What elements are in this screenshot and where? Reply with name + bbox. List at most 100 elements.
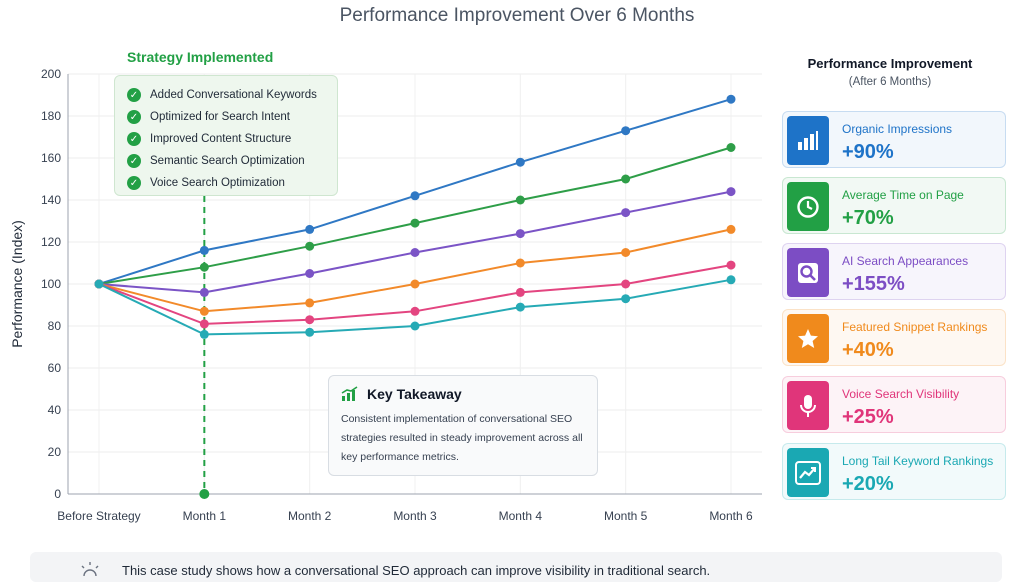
- data-point: [94, 279, 104, 289]
- data-point: [305, 241, 315, 251]
- data-point: [410, 279, 420, 289]
- data-point: [199, 287, 209, 297]
- data-point: [410, 306, 420, 316]
- metric-card: Long Tail Keyword Rankings +20%: [782, 443, 1006, 500]
- data-point: [726, 187, 736, 197]
- microphone-icon: [787, 381, 829, 430]
- y-tick-label: 100: [41, 277, 61, 291]
- strategy-marker-point: [199, 489, 210, 499]
- data-point: [199, 245, 209, 255]
- y-tick-label: 120: [41, 235, 61, 249]
- data-point: [726, 143, 736, 152]
- data-point: [305, 269, 315, 278]
- footer-banner: This case study shows how a conversation…: [30, 552, 1002, 582]
- data-point: [726, 260, 736, 270]
- data-point: [410, 218, 420, 228]
- metric-label: AI Search Appearances: [842, 254, 969, 268]
- x-tick-label: Month 2: [288, 509, 332, 523]
- strategy-item: ✓ Added Conversational Keywords: [127, 84, 337, 106]
- data-point: [305, 298, 315, 308]
- data-point: [305, 224, 315, 234]
- data-point: [199, 319, 209, 329]
- y-tick-label: 200: [41, 67, 61, 81]
- data-point: [726, 275, 736, 285]
- data-point: [515, 195, 525, 205]
- y-tick-label: 140: [41, 193, 61, 207]
- data-point: [621, 294, 631, 304]
- check-icon: ✓: [127, 110, 141, 124]
- key-takeaway-title: Key Takeaway: [367, 386, 462, 402]
- data-point: [305, 327, 315, 337]
- panel-subtitle: (After 6 Months): [848, 76, 932, 88]
- metric-value: +40%: [842, 339, 894, 361]
- x-tick-label: Before Strategy: [57, 509, 140, 523]
- key-takeaway-text: Consistent implementation of conversatio…: [341, 413, 583, 463]
- star-icon: [787, 314, 829, 363]
- data-point: [410, 321, 420, 331]
- strategy-item: ✓ Improved Content Structure: [127, 128, 337, 150]
- footer-text: This case study shows how a conversation…: [122, 563, 711, 578]
- data-point: [305, 315, 315, 325]
- metric-card: Voice Search Visibility +25%: [782, 376, 1006, 433]
- data-point: [410, 191, 420, 201]
- check-icon: ✓: [127, 132, 141, 146]
- strategy-title: Strategy Implemented: [127, 49, 274, 65]
- x-tick-label: Month 6: [709, 509, 753, 523]
- metric-value: +20%: [842, 473, 894, 495]
- x-tick-label: Month 5: [604, 509, 648, 523]
- strategy-item: ✓ Semantic Search Optimization: [127, 150, 337, 172]
- metric-card: Featured Snippet Rankings +40%: [782, 309, 1006, 366]
- clock-icon: [787, 182, 829, 231]
- metric-value: +155%: [842, 273, 905, 295]
- trend-up-icon: [787, 448, 829, 497]
- data-point: [621, 126, 631, 136]
- metric-card: Average Time on Page +70%: [782, 177, 1006, 234]
- x-tick-label: Month 1: [183, 509, 227, 523]
- data-point: [515, 258, 525, 268]
- strategy-box: ✓ Added Conversational Keywords ✓ Optimize…: [114, 75, 338, 196]
- y-tick-label: 160: [41, 151, 61, 165]
- data-point: [621, 279, 631, 289]
- search-icon: [787, 248, 829, 297]
- data-point: [515, 287, 525, 297]
- metric-label: Organic Impressions: [842, 122, 953, 136]
- chart-title: Performance Improvement Over 6 Months: [339, 5, 695, 26]
- data-point: [515, 229, 525, 239]
- bar-chart-icon: [787, 116, 829, 165]
- x-tick-label: Month 3: [393, 509, 437, 523]
- data-point: [199, 262, 209, 272]
- strategy-item: ✓ Optimized for Search Intent: [127, 106, 337, 128]
- y-tick-label: 20: [48, 445, 62, 459]
- y-tick-label: 60: [48, 361, 62, 375]
- metric-label: Featured Snippet Rankings: [842, 320, 988, 334]
- metric-label: Voice Search Visibility: [842, 387, 960, 401]
- metric-value: +25%: [842, 406, 894, 428]
- growth-chart-icon: [341, 386, 358, 401]
- strategy-item-label: Added Conversational Keywords: [150, 89, 317, 101]
- data-point: [515, 302, 525, 312]
- data-point: [410, 248, 420, 257]
- strategy-item: ✓ Voice Search Optimization: [127, 172, 337, 194]
- metric-label: Average Time on Page: [842, 188, 964, 202]
- data-point: [515, 157, 525, 167]
- key-takeaway-box: Key Takeaway Consistent implementation o…: [328, 375, 598, 476]
- panel-title: Performance Improvement: [807, 56, 973, 71]
- strategy-item-label: Voice Search Optimization: [150, 177, 285, 189]
- metric-label: Long Tail Keyword Rankings: [842, 454, 994, 468]
- metric-card: Organic Impressions +90%: [782, 111, 1006, 168]
- y-tick-label: 80: [48, 319, 62, 333]
- data-point: [199, 329, 209, 339]
- check-icon: ✓: [127, 176, 141, 190]
- lightbulb-icon: [81, 562, 99, 576]
- data-point: [199, 306, 209, 316]
- strategy-item-label: Improved Content Structure: [150, 133, 292, 145]
- check-icon: ✓: [127, 154, 141, 168]
- x-tick-label: Month 4: [499, 509, 543, 523]
- data-point: [621, 248, 631, 257]
- check-icon: ✓: [127, 88, 141, 102]
- strategy-item-label: Semantic Search Optimization: [150, 155, 305, 167]
- metric-value: +70%: [842, 207, 894, 229]
- y-tick-label: 180: [41, 109, 61, 123]
- data-point: [726, 224, 736, 234]
- data-point: [621, 208, 631, 218]
